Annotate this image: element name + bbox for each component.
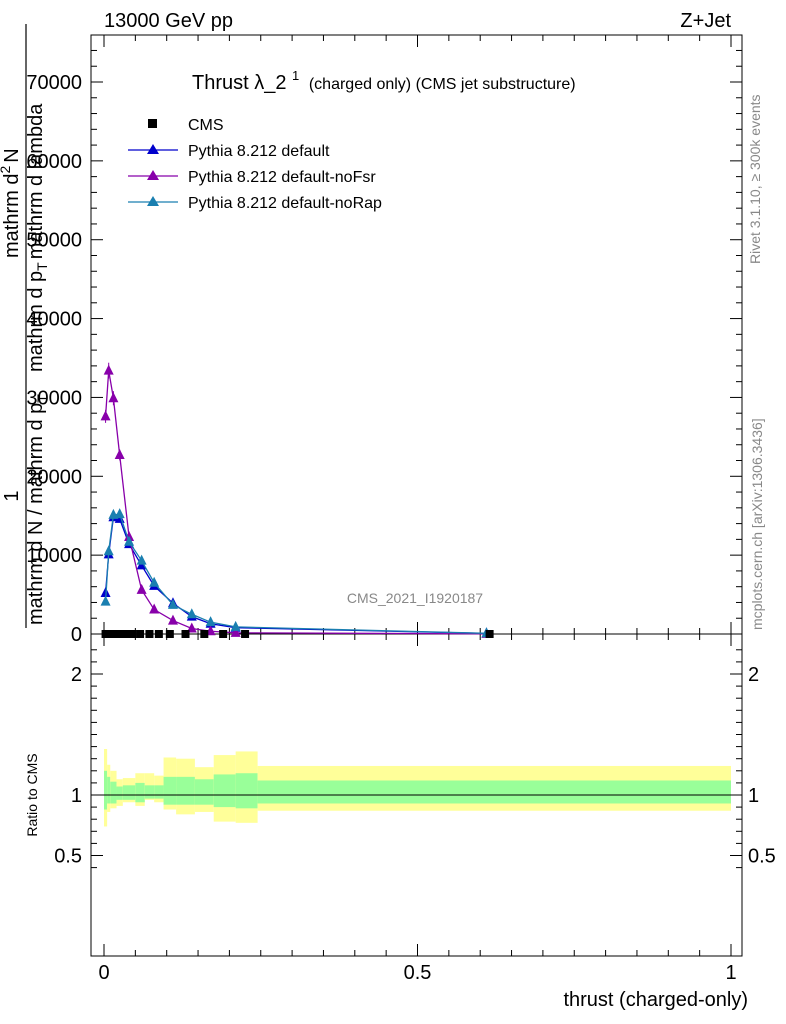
ylabel-line1: 1 <box>1 490 23 501</box>
y-axis-label-main: 1 mathrm d N / mathrm d pT mathrm d2N ma… <box>0 24 50 628</box>
cms-data-point <box>200 630 209 638</box>
y-tick-label: 50000 <box>26 230 82 252</box>
rivet-version-label: Rivet 3.1.10, ≥ 300k events <box>747 94 763 264</box>
green-band-bin <box>116 786 123 800</box>
series-pythia-8-212-default <box>100 511 492 638</box>
y-tick-label: 0 <box>71 624 82 646</box>
cms-data-point <box>121 630 130 638</box>
legend-label: CMS <box>188 117 224 134</box>
y-tick-label: 70000 <box>26 72 82 94</box>
green-band-bin <box>110 781 117 804</box>
cms-data-point <box>485 630 494 638</box>
x-axis-label: thrust (charged-only) <box>563 989 748 1011</box>
y-tick-label: 60000 <box>26 151 82 173</box>
green-band-bin <box>135 782 145 803</box>
series-line <box>104 516 487 635</box>
legend: CMS Pythia 8.212 default Pythia 8.212 defa… <box>128 117 382 212</box>
green-band-bin <box>194 779 214 805</box>
cms-data-point <box>165 630 174 638</box>
cms-data-point <box>109 630 118 638</box>
green-band-bin <box>163 776 177 805</box>
data-point <box>136 554 147 565</box>
ratio-tick-label: 0.5 <box>54 846 82 868</box>
data-point <box>103 364 114 375</box>
green-band-bin <box>176 776 195 805</box>
data-point <box>149 576 160 587</box>
data-point <box>100 410 111 421</box>
data-point <box>149 603 160 614</box>
ratio-tick-label-right: 0.5 <box>748 846 776 868</box>
ratio-bands <box>104 749 731 827</box>
green-band-bin <box>257 780 731 804</box>
legend-marker-triangle <box>147 144 159 154</box>
legend-marker-cms <box>148 119 157 128</box>
x-tick-label: 0.5 <box>404 962 432 984</box>
green-band-bin <box>154 785 164 799</box>
green-band-bin <box>144 785 155 799</box>
data-point <box>167 614 178 625</box>
y-tick-label: 30000 <box>26 387 82 409</box>
title-main: Thrust λ_2 <box>192 72 286 94</box>
data-point <box>114 508 125 519</box>
y-tick-label: 20000 <box>26 466 82 488</box>
x-tick-label: 0 <box>98 962 109 984</box>
cms-data-point <box>181 630 190 638</box>
green-band-bin <box>122 785 136 800</box>
ylabel-line2: mathrm d N / mathrm d pT <box>25 394 50 625</box>
mcplots-credit-label: mcplots.cern.ch [arXiv:1306.3436] <box>749 418 765 630</box>
data-point <box>108 392 119 403</box>
data-point <box>100 595 111 606</box>
chart-title: Thrust λ_2 1 (charged only) (CMS jet sub… <box>192 63 576 94</box>
ratio-tick-label-right: 1 <box>748 785 759 807</box>
x-tick-label: 1 <box>725 962 736 984</box>
cms-data-point <box>219 630 228 638</box>
y-axis-label-ratio: Ratio to CMS <box>24 753 40 836</box>
data-point <box>186 608 197 619</box>
legend-label: Pythia 8.212 default <box>188 143 330 160</box>
data-point <box>103 545 114 556</box>
energy-label: 13000 GeV pp <box>104 10 233 32</box>
data-point <box>230 620 241 631</box>
series-cms <box>101 630 494 638</box>
cms-data-point <box>145 630 154 638</box>
data-series <box>100 362 494 638</box>
data-point <box>205 616 216 627</box>
axis-ticks: 0 0.5 1 0 10000 20000 30000 40000 50000 60000 7000… <box>26 35 776 984</box>
series-pythia-8-212-default-norap <box>100 508 492 638</box>
cms-data-point <box>154 630 163 638</box>
data-point <box>230 626 241 637</box>
cms-data-point <box>136 630 145 638</box>
ratio-tick-label: 2 <box>71 664 82 686</box>
green-band-bin <box>104 770 108 810</box>
ylabel-line4: mathrm d pTmathrm d lambda <box>25 103 50 372</box>
data-point <box>186 622 197 633</box>
cms-data-point <box>115 630 124 638</box>
green-band-bin <box>235 773 258 809</box>
series-line <box>104 370 487 635</box>
ratio-tick-label: 1 <box>71 785 82 807</box>
legend-label: Pythia 8.212 default-noFsr <box>188 169 376 186</box>
legend-label: Pythia 8.212 default-noRap <box>188 195 382 212</box>
title-superscript: 1 <box>292 68 299 83</box>
cms-data-point <box>104 630 113 638</box>
data-point <box>114 448 125 459</box>
green-band-bin <box>213 774 236 808</box>
data-point <box>136 583 147 594</box>
y-tick-label: 10000 <box>26 545 82 567</box>
data-point <box>167 598 178 609</box>
cms-data-point <box>128 630 137 638</box>
legend-marker-triangle <box>147 196 159 206</box>
analysis-watermark: CMS_2021_I1920187 <box>347 590 483 606</box>
legend-marker-triangle <box>147 170 159 180</box>
series-line <box>104 513 487 634</box>
ylabel-line3: mathrm d2N <box>0 148 23 258</box>
ratio-tick-label-right: 2 <box>748 664 759 686</box>
process-label: Z+Jet <box>680 10 731 32</box>
green-band-bin <box>107 776 111 804</box>
data-point <box>124 535 135 546</box>
y-tick-label: 40000 <box>26 309 82 331</box>
cms-data-point <box>241 630 250 638</box>
title-suffix: (charged only) (CMS jet substructure) <box>309 76 576 93</box>
